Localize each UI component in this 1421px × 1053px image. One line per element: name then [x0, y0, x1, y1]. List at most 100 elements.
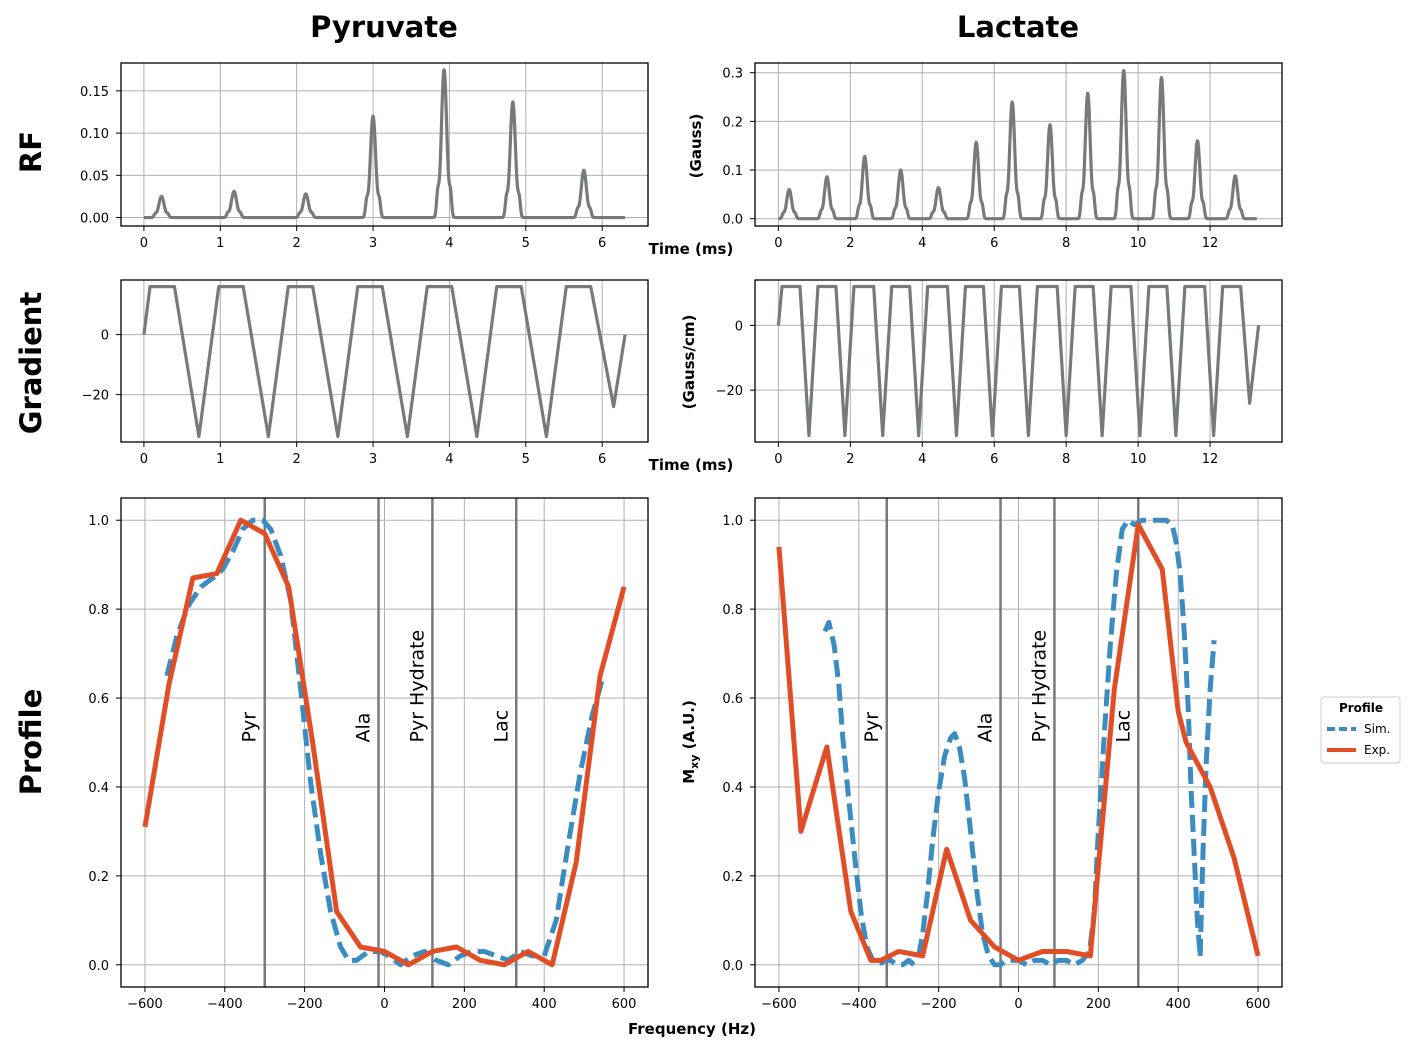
y-tick-label: 0.0: [88, 959, 109, 974]
axes-frame: [120, 279, 649, 443]
x-tick-label: 8: [1062, 236, 1070, 251]
x-tick-label: 4: [445, 236, 453, 251]
y-axis-label-gradient: (Gauss/cm): [680, 315, 698, 410]
x-tick-label: 0: [380, 997, 388, 1012]
rf-pyruvate-panel: 0 1 2 3 4 5 6 0.00 0.05 0.10 0.15: [80, 62, 649, 251]
column-title-pyruvate: Pyruvate: [310, 10, 458, 44]
marker-label-pyr-hydrate: Pyr Hydrate: [1028, 630, 1050, 743]
y-tick-label: −20: [716, 384, 743, 399]
x-tick-label: 0: [140, 452, 148, 467]
x-tick-label: 0: [774, 452, 782, 467]
legend: Profile Sim. Exp.: [1320, 696, 1401, 764]
y-tick-label: 0.8: [722, 603, 743, 618]
y-tick-label: 0.4: [88, 781, 109, 796]
y-tick-label: 0.3: [722, 67, 743, 82]
y-tick-label: 0.05: [80, 169, 109, 184]
marker-label-pyr-hydrate: Pyr Hydrate: [406, 630, 428, 743]
plot-area: [142, 498, 627, 987]
x-tick-label: 600: [612, 997, 637, 1012]
marker-label-pyr: Pyr: [239, 712, 261, 743]
x-tick-label: 200: [452, 997, 477, 1012]
row-title-gradient: Gradient: [14, 292, 48, 435]
x-axis-label-gradient: Time (ms): [649, 456, 734, 474]
x-tick-label: 5: [522, 236, 530, 251]
x-tick-label: 0: [140, 236, 148, 251]
x-tick-label: 400: [532, 997, 557, 1012]
row-title-rf: RF: [14, 131, 48, 173]
x-tick-label: 2: [293, 452, 301, 467]
x-tick-label: 0: [1014, 997, 1022, 1012]
x-tick-label: 0: [774, 236, 782, 251]
x-tick-label: 2: [846, 236, 854, 251]
legend-sim-label: Sim.: [1364, 722, 1390, 736]
y-tick-label: −20: [82, 389, 109, 404]
x-tick-label: 400: [1166, 997, 1191, 1012]
x-tick-label: 600: [1246, 997, 1271, 1012]
y-tick-label: 0.0: [722, 213, 743, 228]
x-axis-label-profile: Frequency (Hz): [628, 1020, 756, 1038]
y-tick-label: 0: [735, 319, 743, 334]
y-tick-label: 0.2: [722, 115, 743, 130]
y-axis-label-profile: Mxy (A.U.): [680, 700, 701, 784]
legend-frame: [1320, 696, 1401, 764]
y-tick-label: 0: [101, 329, 109, 344]
profile-lactate-panel: Pyr Ala Pyr Hydrate Lac −600 −400 −200 0 200 400 6…: [722, 497, 1283, 1012]
x-tick-label: 6: [990, 236, 998, 251]
x-tick-label: 4: [918, 236, 926, 251]
x-tick-label: 1: [216, 452, 224, 467]
marker-label-ala: Ala: [353, 713, 375, 743]
column-title-lactate: Lactate: [957, 10, 1079, 44]
plot-area: [777, 69, 1259, 221]
x-tick-label: −400: [841, 997, 877, 1012]
y-tick-label: 1.0: [88, 514, 109, 529]
x-tick-label: 12: [1202, 236, 1219, 251]
marker-label-pyr: Pyr: [861, 712, 883, 743]
plot-area: [776, 284, 1261, 438]
y-tick-label: 0.2: [88, 870, 109, 885]
exp-series-line: [142, 517, 627, 968]
legend-exp-label: Exp.: [1364, 743, 1390, 757]
y-tick-label: 0.8: [88, 603, 109, 618]
axes-frame: [754, 279, 1283, 443]
y-axis-label-subscript: xy: [688, 755, 701, 769]
x-tick-label: −400: [207, 997, 243, 1012]
x-tick-label: 4: [918, 452, 926, 467]
x-axis-label-rf: Time (ms): [649, 240, 734, 258]
x-tick-label: −200: [921, 997, 957, 1012]
y-tick-label: 0.4: [722, 781, 743, 796]
sim-series-line: [916, 517, 1203, 968]
rf-lactate-panel: 0 2 4 6 8 10 12 0.0 0.1 0.2 0.3: [722, 62, 1283, 251]
x-tick-label: 1: [216, 236, 224, 251]
gradient-waveform-line: [776, 284, 1261, 438]
x-tick-label: 3: [369, 452, 377, 467]
y-tick-label: 0.00: [80, 212, 109, 227]
y-tick-label: 1.0: [722, 514, 743, 529]
gradient-pyruvate-panel: 0 1 2 3 4 5 6 −20 0: [82, 279, 649, 467]
x-tick-label: 12: [1202, 452, 1219, 467]
y-axis-label-rf: (Gauss): [687, 114, 705, 179]
x-tick-label: 8: [1062, 452, 1070, 467]
row-title-profile: Profile: [14, 689, 48, 796]
x-tick-label: 10: [1130, 452, 1147, 467]
x-tick-label: 6: [598, 236, 606, 251]
y-tick-label: 0.10: [80, 127, 109, 142]
x-tick-label: −200: [287, 997, 323, 1012]
y-tick-label: 0.2: [722, 870, 743, 885]
axes-frame: [754, 62, 1283, 227]
y-tick-label: 0.0: [722, 959, 743, 974]
y-tick-label: 0.6: [722, 692, 743, 707]
y-axis-label-unit: (A.U.): [680, 700, 698, 754]
x-tick-label: 3: [369, 236, 377, 251]
x-tick-label: −600: [761, 997, 797, 1012]
plot-area: [776, 498, 1261, 987]
plot-area: [142, 68, 627, 220]
rf-waveform-line: [777, 69, 1259, 221]
legend-title: Profile: [1339, 701, 1383, 715]
y-tick-label: 0.1: [722, 164, 743, 179]
marker-label-lac: Lac: [490, 710, 512, 743]
gradient-lactate-panel: 0 2 4 6 8 10 12 −20 0: [716, 279, 1283, 467]
y-tick-label: 0.15: [80, 85, 109, 100]
x-tick-label: 6: [990, 452, 998, 467]
exp-series-line: [776, 522, 1261, 963]
